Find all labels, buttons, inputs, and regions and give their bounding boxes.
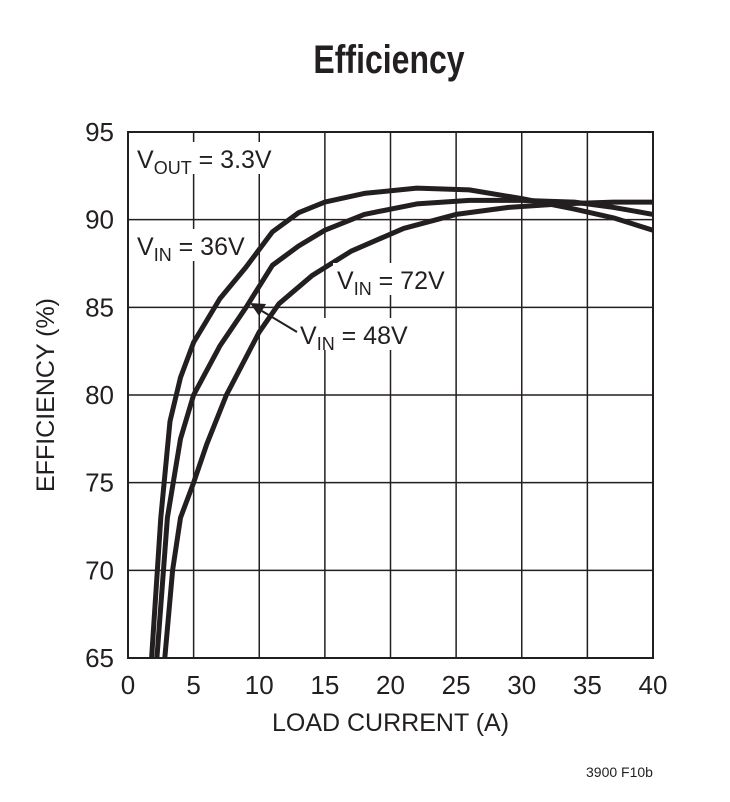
y-tick-label: 85 [85,292,114,322]
x-tick-label: 30 [507,670,536,700]
arrow-head [250,303,266,316]
arrow-pointer [261,310,298,333]
x-tick-label: 40 [639,670,668,700]
tick-labels: 0 5 10 15 20 25 30 35 40 65 70 75 80 85 90 95 [85,117,667,700]
x-tick-label: 0 [121,670,135,700]
x-tick-label: 20 [376,670,405,700]
y-tick-label: 65 [85,643,114,673]
plot-frame [127,131,654,659]
x-tick-label: 10 [245,670,274,700]
chart-title: Efficiency [313,38,465,82]
y-tick-label: 80 [85,380,114,410]
vin-36v-annotation: VIN = 36V [137,233,245,265]
figure-reference: 3900 F10b [586,764,653,780]
x-tick-label: 15 [310,670,339,700]
y-tick-label: 90 [85,205,114,235]
x-tick-label: 35 [573,670,602,700]
vout-annotation: VOUT = 3.3V [137,146,272,178]
vin-72v-annotation: VIN = 72V [337,267,445,299]
series-lines [149,185,654,659]
y-tick-label: 75 [85,468,114,498]
series-line-1 [154,197,654,659]
y-axis-label: EFFICIENCY (%) [32,298,60,492]
y-tick-label: 70 [85,555,114,585]
annotations: VOUT = 3.3V VIN = 36V VIN = 48V VIN = 72… [133,142,445,354]
y-tick-label: 95 [85,117,114,147]
vin-48v-annotation: VIN = 48V [300,322,408,354]
series-line-2 [162,199,653,659]
x-tick-label: 25 [442,670,471,700]
x-axis-label: LOAD CURRENT (A) [272,709,509,737]
x-tick-label: 5 [186,670,200,700]
